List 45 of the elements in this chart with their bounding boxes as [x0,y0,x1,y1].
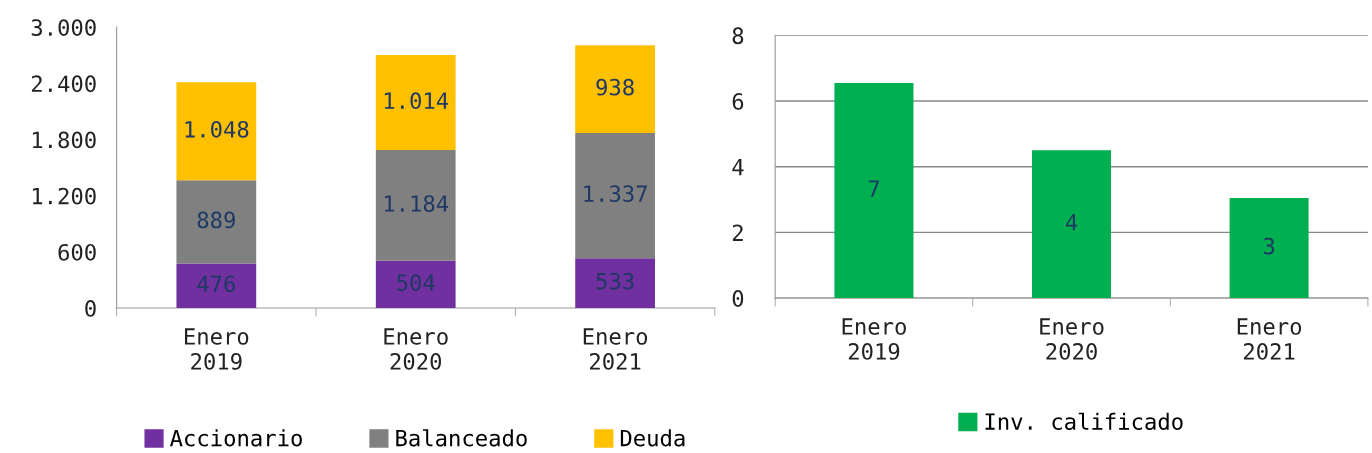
legend-label: Accionario [170,429,302,447]
data-label: 476 [197,275,235,293]
legend-label: Inv. calificado [985,412,1183,430]
data-label: 938 [596,78,634,96]
bar [176,82,257,181]
x-tick-label: Enero 2019 [842,318,906,360]
bar [575,258,655,309]
bar [176,180,257,264]
y-tick-label: 1.200 [32,187,96,205]
y-tick-label: 8 [732,27,744,45]
data-label: 1.337 [584,185,647,203]
bar [176,263,257,309]
y-tick-label: 1.800 [32,131,96,149]
data-label: 1.184 [384,195,449,212]
bar [1032,150,1112,299]
data-label: 889 [197,211,235,229]
bar [375,150,456,261]
bar [375,260,456,309]
x-tick-label: Enero 2019 [185,328,249,370]
data-label: 3 [1263,237,1275,255]
data-label: 7 [868,180,879,197]
bar [575,132,655,259]
y-tick-label: 2 [732,224,743,241]
y-tick-label: 0 [85,300,96,317]
y-tick-label: 2.400 [31,75,96,93]
legend-label: Balanceado [396,429,527,447]
y-tick-label: 4 [732,159,744,176]
y-tick-label: 6 [732,93,744,110]
y-tick-label: 3.000 [31,19,96,36]
y-tick-label: 0 [732,290,744,307]
x-tick-label: Enero 2020 [1040,318,1104,360]
bar [834,82,914,299]
bar [375,55,456,151]
x-tick-label: Enero 2020 [384,328,448,370]
bar [1229,197,1309,299]
data-label: 533 [596,272,634,290]
bar [575,45,655,133]
legend-label: Deuda [620,429,685,447]
x-tick-label: Enero 2021 [583,328,648,370]
x-tick-label: Enero 2021 [1237,318,1302,360]
data-label: 1.048 [185,120,249,138]
data-label: 504 [397,274,435,291]
y-tick-label: 600 [58,243,96,261]
data-label: 1.014 [384,92,449,110]
data-label: 4 [1065,214,1078,231]
